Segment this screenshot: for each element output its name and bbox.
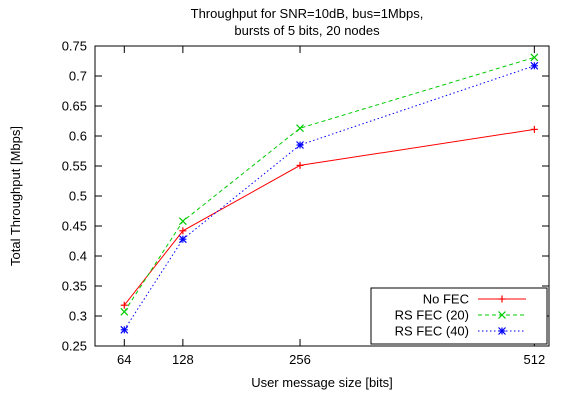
y-axis: 0.25 0.3 0.35 0.4 0.45 0.5 0.55 0.6 0.65 0.7 0.75 <box>62 39 549 354</box>
legend-label: RS FEC (20) <box>395 308 469 323</box>
data-point <box>530 125 538 133</box>
marker-stroke <box>296 141 304 149</box>
series-line-0 <box>123 128 535 306</box>
data-point <box>120 301 128 309</box>
y-tick-label: 0.5 <box>69 189 87 204</box>
data-point <box>179 227 187 235</box>
data-point <box>178 217 187 226</box>
marker-stroke <box>530 53 539 62</box>
y-axis-label: Total Throughput [Mbps] <box>8 126 23 266</box>
y-tick-label: 0.4 <box>69 249 87 264</box>
legend-label: RS FEC (40) <box>395 324 469 339</box>
legend-label: No FEC <box>423 292 469 307</box>
legend-box <box>370 287 548 345</box>
chart-title: Throughput for SNR=10dB, bus=1Mbps, <box>191 6 424 21</box>
data-point <box>530 53 539 62</box>
data-point <box>296 124 304 133</box>
x-tick-label: 512 <box>524 352 546 367</box>
marker-stroke <box>120 307 129 316</box>
legend-marker <box>498 311 506 319</box>
legend-marker <box>498 327 506 335</box>
x-tick-label: 128 <box>172 352 194 367</box>
x-tick-label: 256 <box>289 352 311 367</box>
marker-stroke <box>296 124 304 133</box>
series-line-1 <box>123 56 535 313</box>
chart-subtitle: bursts of 5 bits, 20 nodes <box>234 23 380 38</box>
y-tick-label: 0.25 <box>62 339 87 354</box>
x-tick-label: 64 <box>117 352 131 367</box>
marker-stroke <box>120 325 129 334</box>
marker-stroke <box>498 327 506 335</box>
marker-stroke <box>498 311 506 319</box>
data-point <box>296 161 304 169</box>
data-point <box>120 307 129 316</box>
y-tick-label: 0.35 <box>62 279 87 294</box>
data-point <box>530 61 539 70</box>
y-tick-label: 0.7 <box>69 69 87 84</box>
y-tick-label: 0.45 <box>62 219 87 234</box>
x-axis: 64 128 256 512 <box>117 46 545 367</box>
y-tick-label: 0.55 <box>62 159 87 174</box>
marker-stroke <box>178 217 187 226</box>
series-layer <box>120 53 539 334</box>
data-point <box>178 235 187 244</box>
legend-marker <box>498 295 506 303</box>
data-point <box>120 325 129 334</box>
y-tick-label: 0.3 <box>69 309 87 324</box>
x-axis-label: User message size [bits] <box>251 375 393 390</box>
y-tick-label: 0.6 <box>69 129 87 144</box>
y-tick-label: 0.75 <box>62 39 87 54</box>
data-point <box>296 141 304 149</box>
y-tick-label: 0.65 <box>62 99 87 114</box>
marker-stroke <box>530 61 539 70</box>
marker-stroke <box>178 235 187 244</box>
